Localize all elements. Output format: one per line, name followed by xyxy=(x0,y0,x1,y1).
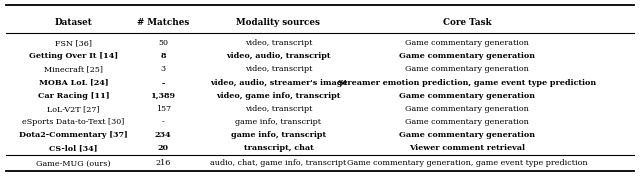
Text: Game commentary generation, game event type prediction: Game commentary generation, game event t… xyxy=(347,159,588,167)
Text: Car Racing [11]: Car Racing [11] xyxy=(38,92,109,100)
Text: FSN [36]: FSN [36] xyxy=(55,39,92,47)
Text: Game commentary generation: Game commentary generation xyxy=(405,105,529,113)
Text: game info, transcript: game info, transcript xyxy=(236,118,321,126)
Text: 8: 8 xyxy=(161,52,166,60)
Text: 1,389: 1,389 xyxy=(150,92,176,100)
Text: Dota2-Commentary [37]: Dota2-Commentary [37] xyxy=(19,131,128,139)
Text: Viewer comment retrieval: Viewer comment retrieval xyxy=(409,144,525,152)
Text: Game commentary generation: Game commentary generation xyxy=(399,92,535,100)
Text: Streamer emotion prediction, game event type prediction: Streamer emotion prediction, game event … xyxy=(338,79,596,87)
Text: 157: 157 xyxy=(156,105,171,113)
Text: # Matches: # Matches xyxy=(137,18,189,27)
Text: transcript, chat: transcript, chat xyxy=(244,144,313,152)
Text: 50: 50 xyxy=(158,39,168,47)
Text: video, transcript: video, transcript xyxy=(244,66,312,73)
Text: CS-lol [34]: CS-lol [34] xyxy=(49,144,98,152)
Text: Game commentary generation: Game commentary generation xyxy=(405,39,529,47)
Text: 3: 3 xyxy=(161,66,166,73)
Text: video, audio, streamer's image: video, audio, streamer's image xyxy=(210,79,347,87)
Text: 20: 20 xyxy=(157,144,169,152)
Text: Game-MUG (ours): Game-MUG (ours) xyxy=(36,159,111,167)
Text: Game commentary generation: Game commentary generation xyxy=(405,118,529,126)
Text: Core Task: Core Task xyxy=(443,18,492,27)
Text: Game commentary generation: Game commentary generation xyxy=(405,66,529,73)
Text: Dataset: Dataset xyxy=(54,18,93,27)
Text: Game commentary generation: Game commentary generation xyxy=(399,52,535,60)
Text: LoL-V2T [27]: LoL-V2T [27] xyxy=(47,105,100,113)
Text: video, transcript: video, transcript xyxy=(244,105,312,113)
Text: Getting Over It [14]: Getting Over It [14] xyxy=(29,52,118,60)
Text: audio, chat, game info, transcript: audio, chat, game info, transcript xyxy=(211,159,346,167)
Text: Modality sources: Modality sources xyxy=(236,18,321,27)
Text: Minecraft [25]: Minecraft [25] xyxy=(44,66,103,73)
Text: -: - xyxy=(162,118,164,126)
Text: video, audio, transcript: video, audio, transcript xyxy=(226,52,331,60)
Text: video, transcript: video, transcript xyxy=(244,39,312,47)
Text: Game commentary generation: Game commentary generation xyxy=(399,131,535,139)
Text: 234: 234 xyxy=(155,131,172,139)
Text: eSports Data-to-Text [30]: eSports Data-to-Text [30] xyxy=(22,118,125,126)
Text: game info, transcript: game info, transcript xyxy=(231,131,326,139)
Text: -: - xyxy=(161,79,165,87)
Text: 216: 216 xyxy=(156,159,171,167)
Text: MOBA LoL [24]: MOBA LoL [24] xyxy=(39,79,108,87)
Text: video, game info, transcript: video, game info, transcript xyxy=(216,92,340,100)
